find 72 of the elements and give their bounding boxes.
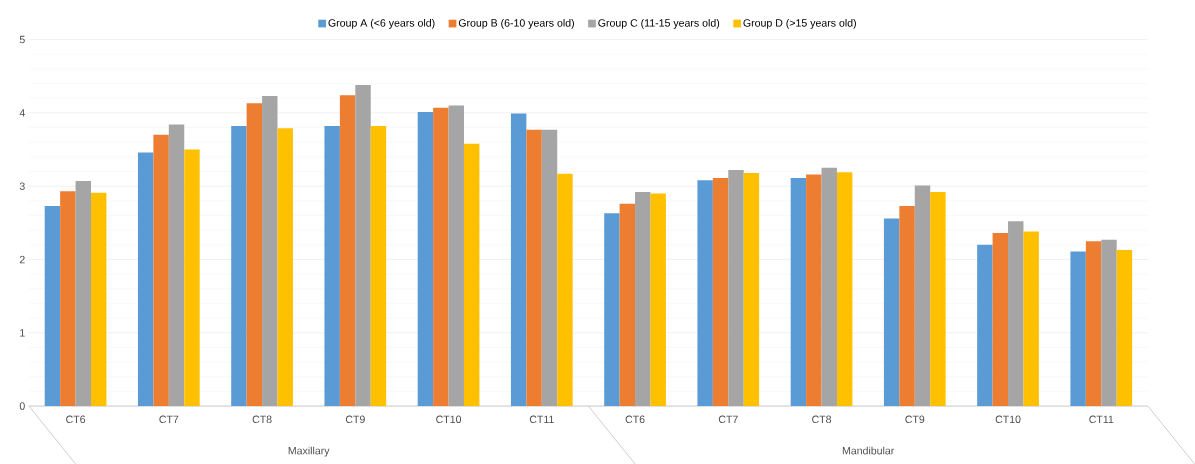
bar [883,218,900,406]
bar [914,185,931,406]
bar [728,169,744,406]
x-tick-label: CT6 [625,415,645,423]
bar [743,172,760,406]
bar [339,95,356,406]
bar [790,177,807,406]
bar [355,84,371,406]
bar [806,174,822,406]
x-tick-label: CT10 [436,415,462,423]
bar [899,205,915,406]
bar [977,244,993,406]
text: Mandibular [842,446,895,455]
bar [1101,239,1117,406]
y-tick-label: 0 [19,402,25,410]
bar [619,203,636,406]
bar [930,191,946,406]
y-tick-label: 3 [19,182,25,190]
bar [417,111,434,406]
bar [992,232,1009,406]
bar [697,180,713,406]
bar [604,213,620,406]
text: Maxillary [288,446,330,457]
bar [1085,240,1102,406]
bar [541,129,558,406]
bar [1070,251,1086,406]
x-tick-label: CT9 [905,415,925,423]
x-tick-label: CT7 [718,415,738,423]
x-tick-label: CT8 [252,415,272,423]
x-tick-label: CT9 [345,415,365,423]
bar [91,192,107,406]
bar [44,205,61,406]
bar [557,173,573,406]
bar [277,128,293,406]
x-tick-label: CT11 [1089,415,1114,423]
y-tick-label: 5 [19,35,25,44]
bar [246,103,263,406]
bar [448,105,464,406]
bar [324,125,340,406]
bar [1008,221,1024,406]
legend-label: Group A (<6 years old) [328,18,435,29]
y-tick-label: 1 [20,328,25,337]
x-tick-label: CT8 [812,415,832,423]
x-tick-label: CT6 [66,415,86,423]
bar [712,177,729,406]
bar [231,125,247,406]
bar [433,107,449,406]
bar [168,124,185,406]
bar [821,167,837,406]
bar [526,129,542,406]
bar [836,172,853,406]
bar [60,191,76,406]
legend-label: Group B (6-10 years old) [458,18,574,29]
x-tick-label: CT10 [995,415,1021,423]
y-tick-label: 4 [19,109,25,117]
y-tick-label: 2 [19,255,25,263]
bar [184,149,200,406]
bar [75,180,92,406]
bar [463,143,480,406]
x-tick-label: CT11 [529,415,554,423]
bar [635,191,651,406]
bar [153,134,169,406]
x-tick-label: CT7 [159,415,179,423]
bar [370,125,387,406]
legend-label: Group D (>15 years old) [743,18,856,29]
bar [137,152,154,406]
legend-label: Group C (11-15 years old) [598,18,720,29]
bar [1116,249,1133,406]
bar [1023,231,1039,406]
bar [262,95,278,406]
bar [650,193,666,406]
bar [510,113,527,406]
